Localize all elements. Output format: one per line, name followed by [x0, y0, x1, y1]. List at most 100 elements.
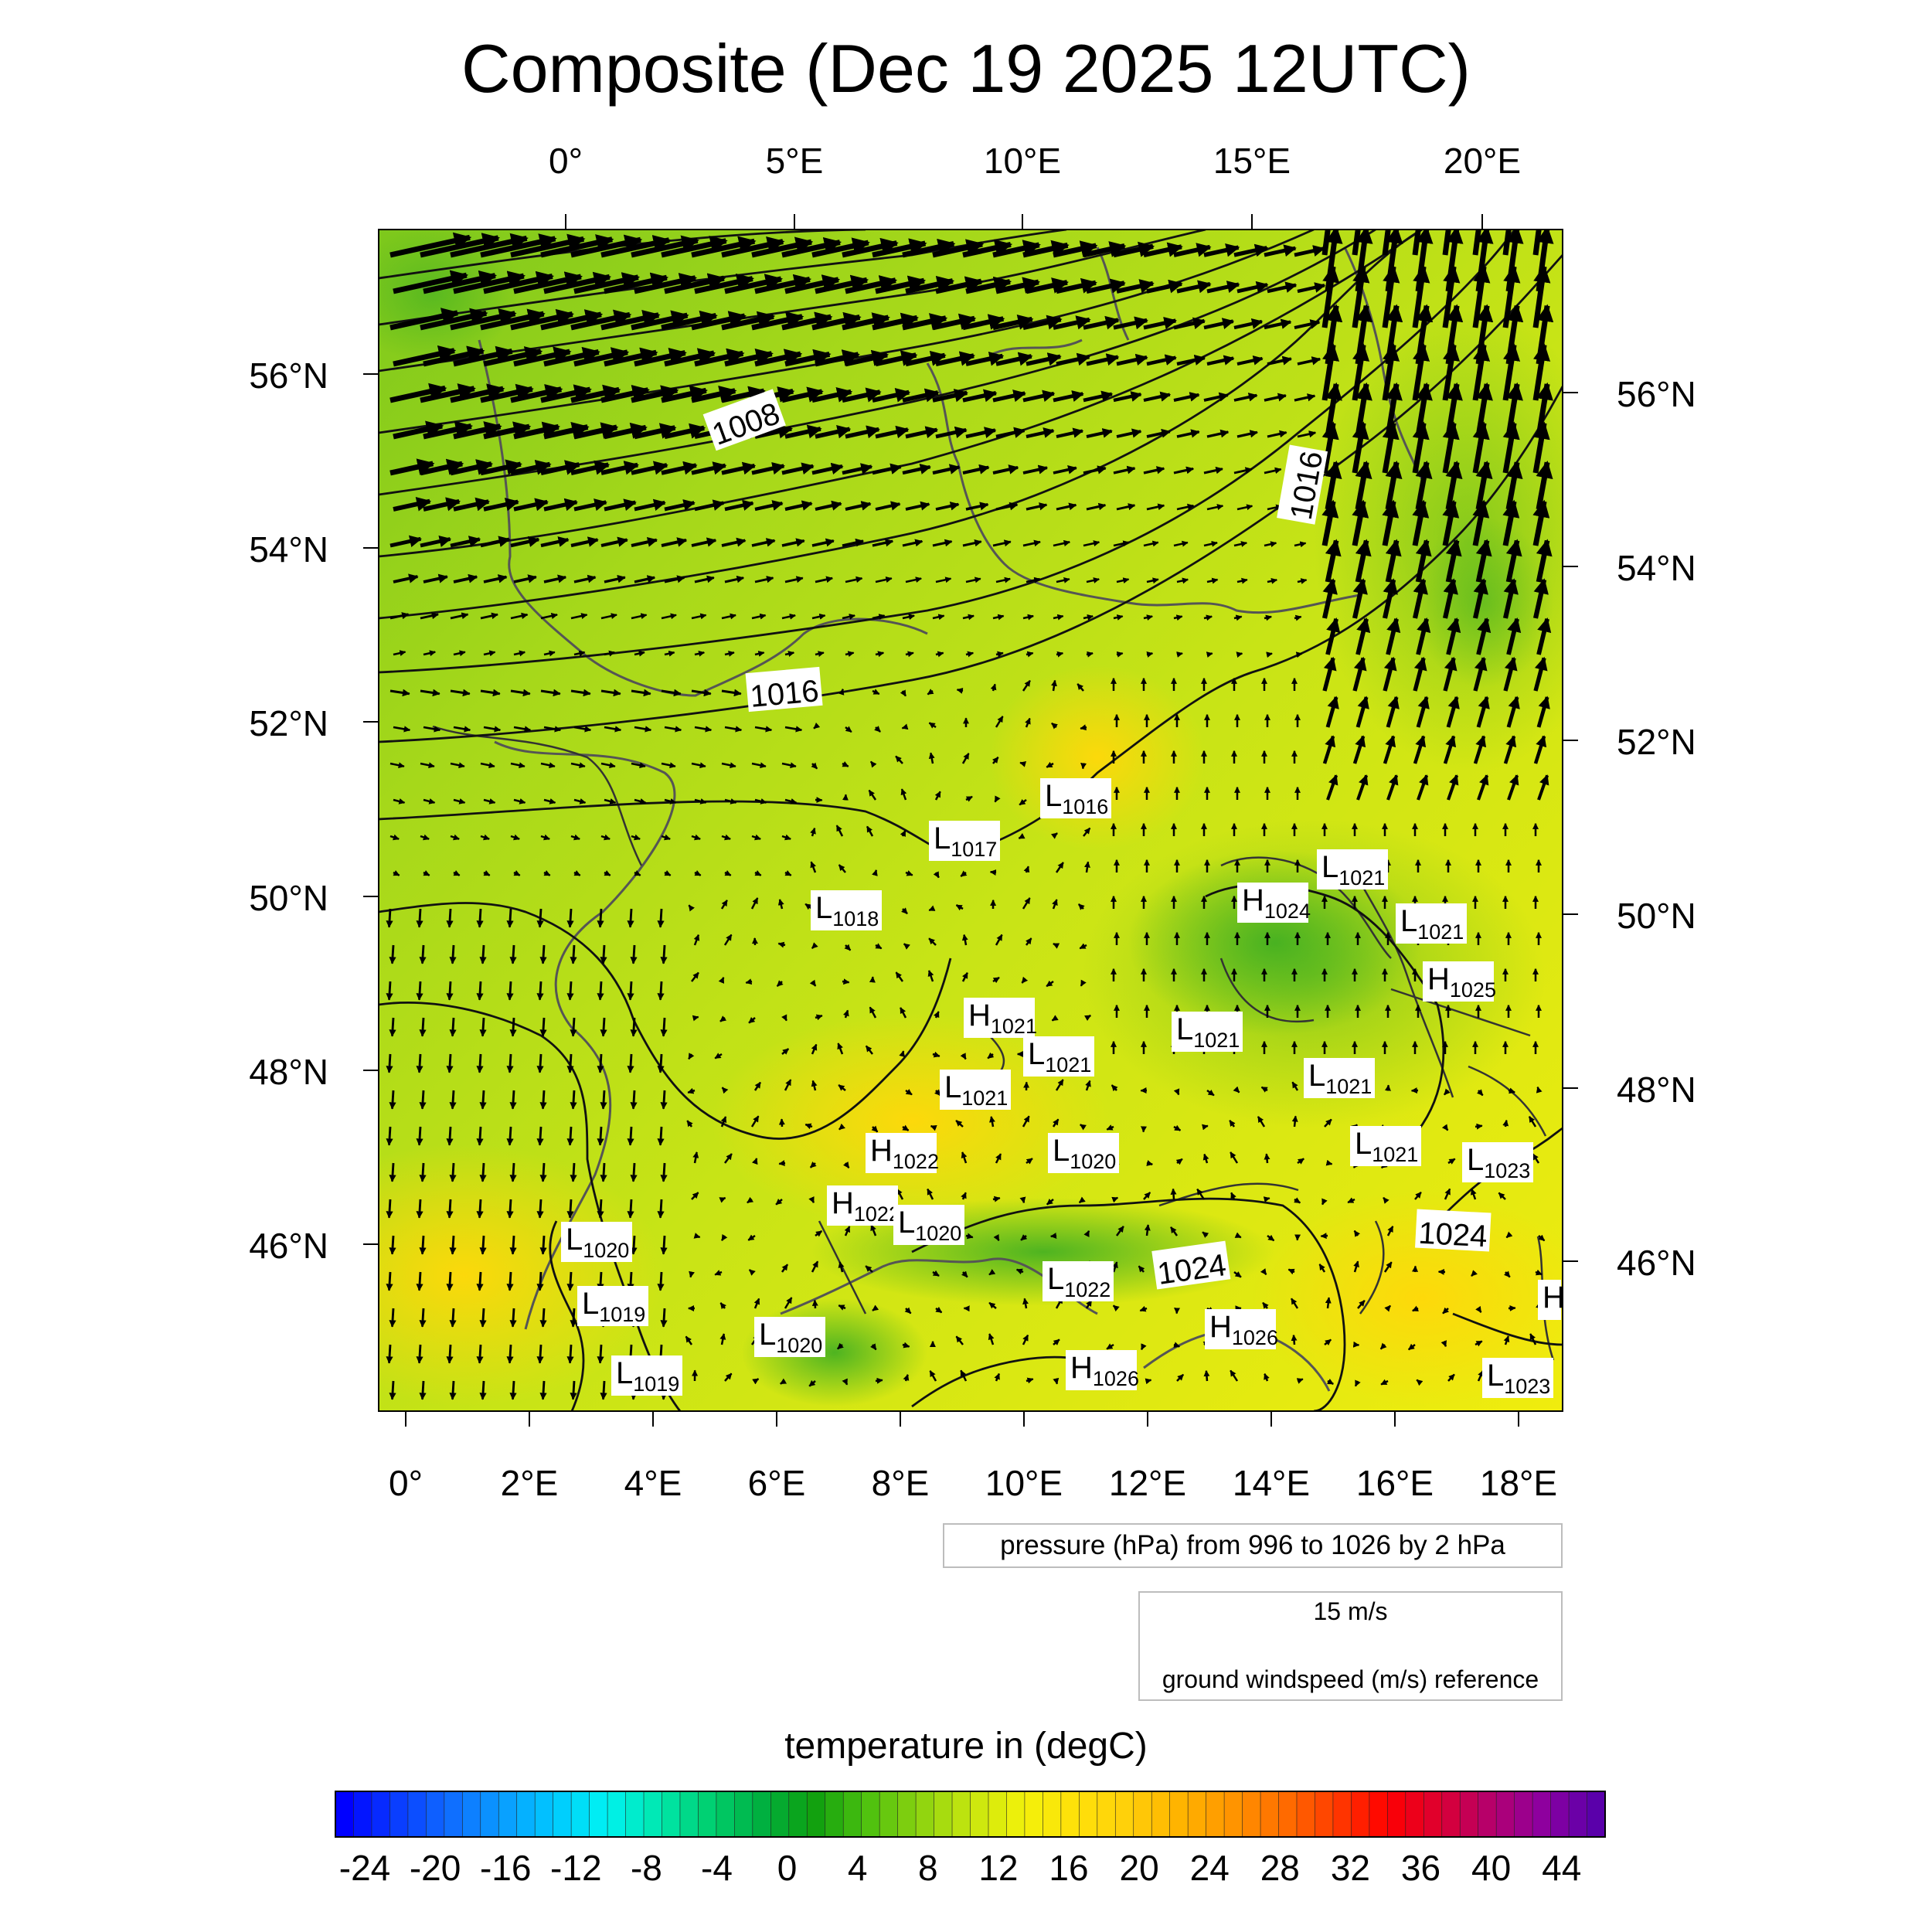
isobar-label: 1024 — [1417, 1216, 1488, 1254]
wind-arrow — [810, 861, 817, 873]
wind-arrow — [1324, 1338, 1332, 1346]
wind-arrow — [1173, 1342, 1181, 1348]
wind-arrow — [1443, 656, 1458, 692]
colorbar-segment — [1332, 1791, 1352, 1838]
lat-label: 48°N — [249, 1052, 328, 1092]
wind-arrow — [1026, 427, 1055, 439]
wind-arrow — [724, 869, 732, 876]
wind-arrow — [479, 1017, 487, 1037]
wind-arrow — [1384, 1084, 1391, 1091]
wind-arrow — [1056, 352, 1091, 366]
wind-arrow — [815, 349, 860, 367]
wind-arrow — [539, 1235, 547, 1255]
wind-arrow — [1083, 1230, 1090, 1237]
wind-arrow — [956, 687, 964, 694]
wind-arrow — [1297, 578, 1308, 584]
map-title: Composite (Dec 19 2025 12UTC) — [461, 30, 1471, 107]
wind-arrow — [902, 463, 931, 475]
wind-arrow — [389, 689, 410, 697]
wind-arrow — [1536, 617, 1552, 655]
wind-arrow — [634, 347, 687, 367]
wind-arrow — [449, 1235, 457, 1255]
wind-arrow — [543, 498, 578, 512]
wind-arrow — [1116, 577, 1130, 584]
wind-arrow — [1536, 1086, 1543, 1094]
wind-arrow — [1083, 861, 1090, 873]
wind-arrow — [450, 383, 505, 403]
wind-arrow — [843, 1009, 849, 1019]
colorbar-segment — [1423, 1791, 1443, 1838]
wind-arrow — [1022, 679, 1031, 692]
wind-arrow — [992, 389, 1026, 403]
colorbar-segment — [1043, 1791, 1062, 1838]
colorbar-tick-label: 8 — [918, 1848, 938, 1888]
wind-arrow — [1503, 1270, 1511, 1278]
wind-arrow — [420, 308, 488, 331]
wind-arrow — [905, 501, 930, 511]
wind-arrow — [875, 350, 918, 367]
wind-arrow — [476, 1271, 484, 1291]
wind-arrow — [838, 1304, 846, 1311]
wind-arrow — [1267, 577, 1278, 584]
wind-arrow — [1106, 1124, 1114, 1131]
wind-arrow — [1503, 656, 1518, 692]
wind-arrow — [1444, 1188, 1451, 1200]
wind-arrow — [724, 651, 735, 657]
wind-arrow — [1143, 1192, 1151, 1200]
wind-arrow — [1380, 1379, 1389, 1386]
low-pressure-center: L1019 — [611, 1355, 682, 1396]
wind-arrow — [1325, 539, 1342, 583]
lon-label: 0° — [549, 141, 583, 181]
wind-arrow — [539, 944, 547, 964]
wind-arrow — [1498, 1192, 1506, 1200]
wind-arrow — [634, 726, 652, 733]
low-pressure-center: L1022 — [1043, 1261, 1114, 1301]
wind-arrow — [573, 422, 619, 440]
wind-arrow — [1536, 539, 1553, 583]
wind-arrow — [691, 971, 699, 982]
low-pressure-center: L1020 — [1048, 1133, 1119, 1173]
colorbar-segment — [770, 1791, 790, 1838]
wind-arrow — [842, 312, 890, 331]
wind-arrow — [510, 459, 552, 476]
wind-arrow — [1115, 1226, 1124, 1236]
wind-arrow — [1053, 1338, 1060, 1346]
colorbar-tick-label: -20 — [410, 1848, 461, 1888]
wind-arrow — [1203, 540, 1218, 547]
colorbar-segment — [1315, 1791, 1334, 1838]
wind-arrow — [393, 345, 457, 367]
wind-arrow — [872, 539, 894, 547]
lon-label: 5°E — [766, 141, 824, 181]
wind-arrow — [811, 942, 818, 950]
wind-arrow — [689, 1270, 696, 1278]
wind-arrow — [987, 1052, 995, 1060]
lat-label: 46°N — [249, 1226, 328, 1266]
wind-arrow — [1382, 499, 1400, 546]
wind-arrow — [809, 979, 817, 987]
wind-arrow — [751, 762, 767, 769]
wind-arrow — [600, 461, 640, 475]
wind-arrow — [657, 908, 665, 928]
wind-arrow — [961, 1270, 968, 1278]
wind-arrow — [835, 825, 844, 837]
wind-arrow — [573, 574, 597, 583]
wind-arrow — [932, 239, 985, 258]
colorbar-tick-label: -4 — [701, 1848, 733, 1888]
wind-arrow — [751, 236, 814, 258]
wind-arrow — [634, 575, 656, 583]
wind-arrow — [928, 905, 936, 912]
colorbar-segment — [353, 1791, 372, 1838]
wind-arrow — [1355, 539, 1372, 583]
wind-arrow — [453, 650, 466, 657]
wind-arrow — [932, 389, 968, 403]
wind-arrow — [386, 1344, 393, 1364]
wind-arrow — [838, 864, 846, 873]
wind-arrow — [631, 385, 679, 403]
wind-arrow — [1506, 617, 1522, 655]
wind-arrow — [995, 277, 1041, 294]
wind-arrow — [842, 538, 865, 547]
wind-arrow — [1475, 539, 1492, 583]
wind-arrow — [1416, 617, 1431, 655]
wind-arrow — [476, 1344, 484, 1364]
wind-arrow — [1532, 499, 1550, 546]
